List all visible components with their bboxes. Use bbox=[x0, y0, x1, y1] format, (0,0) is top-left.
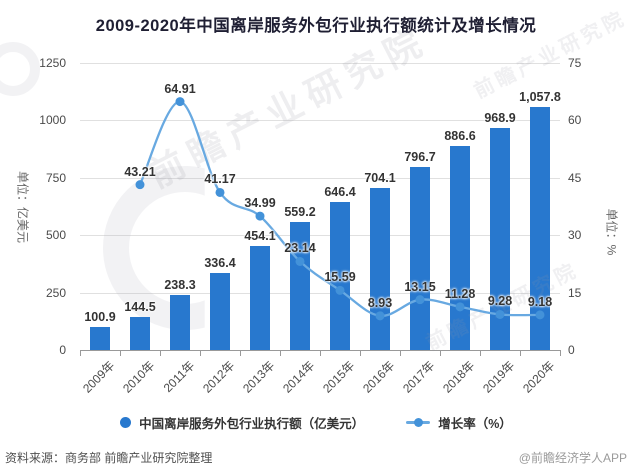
bar-value-label: 796.7 bbox=[404, 150, 436, 165]
bar-value-label: 100.9 bbox=[84, 309, 116, 324]
line-series-marker-icon bbox=[406, 417, 431, 427]
bar-2012年[interactable] bbox=[210, 272, 230, 350]
bar-value-label: 454.1 bbox=[244, 228, 276, 243]
bar-2017年[interactable] bbox=[410, 167, 430, 350]
x-axis-tick bbox=[240, 350, 241, 356]
growth-line-point[interactable] bbox=[415, 295, 425, 305]
growth-value-label: 15.59 bbox=[324, 270, 356, 285]
data-source-text: 资料来源：商务部 前瞻产业研究院整理 bbox=[5, 451, 213, 465]
left-axis-tick-label: 500 bbox=[45, 228, 66, 243]
bar-2020年[interactable] bbox=[530, 107, 550, 350]
growth-line-point[interactable] bbox=[495, 309, 505, 319]
x-axis-tick bbox=[280, 350, 281, 356]
bar-series-marker-icon bbox=[120, 416, 132, 428]
growth-value-label: 64.91 bbox=[164, 81, 196, 96]
gridline bbox=[80, 177, 560, 179]
growth-line-path[interactable] bbox=[138, 100, 542, 317]
credit-text: @前瞻经济学人APP bbox=[518, 451, 627, 465]
bar-2010年[interactable] bbox=[130, 316, 150, 350]
growth-value-label: 41.17 bbox=[204, 172, 236, 187]
bar-value-label: 1,057.8 bbox=[519, 90, 561, 105]
growth-line-point[interactable] bbox=[215, 187, 225, 197]
x-axis-tick bbox=[560, 350, 561, 356]
bar-2015年[interactable] bbox=[330, 201, 350, 350]
growth-value-label: 13.15 bbox=[404, 279, 436, 294]
growth-line-point[interactable] bbox=[375, 311, 385, 321]
left-axis-tick-label: 1250 bbox=[39, 56, 66, 70]
growth-line-point[interactable] bbox=[295, 256, 305, 266]
bar-value-label: 336.4 bbox=[204, 255, 236, 270]
left-axis-tick-label: 250 bbox=[45, 285, 66, 300]
growth-value-label: 11.28 bbox=[444, 286, 476, 301]
bar-2009年[interactable] bbox=[90, 326, 110, 350]
legend: 中国离岸服务外包行业执行额（亿美元） 增长率（%） bbox=[0, 411, 632, 433]
bar-2014年[interactable] bbox=[290, 221, 310, 350]
right-axis-tick-label: 45 bbox=[568, 170, 582, 185]
growth-line-point[interactable] bbox=[135, 180, 145, 190]
x-axis-tick bbox=[360, 350, 361, 356]
growth-line-point[interactable] bbox=[175, 97, 185, 107]
legend-item-line-series[interactable]: 增长率（%） bbox=[406, 413, 512, 432]
bar-2013年[interactable] bbox=[250, 245, 270, 350]
growth-value-label: 8.93 bbox=[367, 295, 393, 310]
right-axis-tick-label: 75 bbox=[568, 56, 582, 70]
gridline bbox=[80, 292, 560, 294]
legend-label-line-series: 增长率（%） bbox=[438, 416, 512, 431]
growth-line-point[interactable] bbox=[255, 211, 265, 221]
x-axis-tick bbox=[480, 350, 481, 356]
bar-2018年[interactable] bbox=[450, 146, 470, 350]
bar-value-label: 238.3 bbox=[164, 278, 196, 293]
bar-value-label: 144.5 bbox=[124, 299, 156, 314]
growth-line-point[interactable] bbox=[455, 302, 465, 312]
right-axis-tick-label: 15 bbox=[568, 285, 582, 300]
growth-value-label: 9.18 bbox=[527, 294, 553, 309]
footer: 资料来源：商务部 前瞻产业研究院整理 @前瞻经济学人APP bbox=[5, 449, 627, 466]
growth-value-label: 43.21 bbox=[124, 164, 156, 179]
x-axis-tick bbox=[520, 350, 521, 356]
growth-line-point[interactable] bbox=[535, 310, 545, 320]
x-axis-tick bbox=[200, 350, 201, 356]
gridline bbox=[80, 235, 560, 237]
growth-line-point[interactable] bbox=[335, 285, 345, 295]
bar-value-label: 646.4 bbox=[324, 184, 356, 199]
bar-value-label: 559.2 bbox=[284, 204, 316, 219]
gridline bbox=[80, 120, 560, 122]
left-axis-tick-label: 1000 bbox=[39, 113, 66, 128]
right-axis-tick-label: 30 bbox=[568, 228, 582, 243]
x-axis-tick bbox=[120, 350, 121, 356]
x-axis-tick bbox=[400, 350, 401, 356]
legend-label-bar-series: 中国离岸服务外包行业执行额（亿美元） bbox=[139, 416, 365, 431]
x-axis-tick bbox=[160, 350, 161, 356]
bar-value-label: 886.6 bbox=[444, 129, 476, 144]
x-axis-tick bbox=[440, 350, 441, 356]
chart-title: 2009-2020年中国离岸服务外包行业执行额统计及增长情况 bbox=[95, 17, 537, 35]
bar-value-label: 968.9 bbox=[484, 110, 516, 125]
x-axis-tick bbox=[320, 350, 321, 356]
growth-value-label: 9.28 bbox=[487, 294, 513, 309]
left-axis-tick-label: 0 bbox=[59, 343, 66, 357]
x-axis-tick bbox=[80, 350, 81, 356]
bar-value-label: 704.1 bbox=[364, 171, 396, 186]
right-axis-tick-label: 60 bbox=[568, 113, 582, 128]
gridline bbox=[80, 63, 560, 64]
bar-2016年[interactable] bbox=[370, 188, 390, 350]
right-axis-tick-label: 0 bbox=[568, 343, 575, 357]
growth-value-label: 34.99 bbox=[244, 196, 276, 211]
legend-item-bar-series[interactable]: 中国离岸服务外包行业执行额（亿美元） bbox=[120, 413, 364, 432]
growth-value-label: 23.14 bbox=[284, 241, 316, 256]
bar-2011年[interactable] bbox=[170, 295, 190, 350]
left-axis-tick-label: 750 bbox=[45, 170, 66, 185]
bar-2019年[interactable] bbox=[490, 127, 510, 350]
